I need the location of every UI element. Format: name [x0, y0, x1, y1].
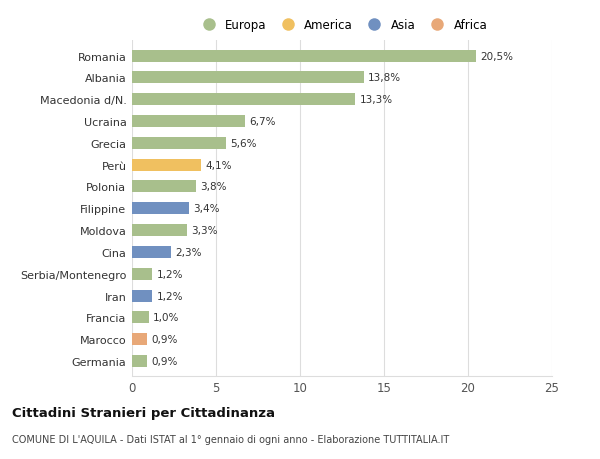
Bar — [132, 138, 226, 150]
Text: 3,8%: 3,8% — [200, 182, 227, 192]
Text: 6,7%: 6,7% — [249, 117, 275, 127]
Text: 20,5%: 20,5% — [481, 51, 514, 62]
Bar — [132, 50, 476, 62]
Text: 13,3%: 13,3% — [359, 95, 393, 105]
Text: 1,0%: 1,0% — [153, 313, 179, 323]
Text: 3,4%: 3,4% — [193, 204, 220, 214]
Bar — [132, 116, 245, 128]
Text: 13,8%: 13,8% — [368, 73, 401, 83]
Text: COMUNE DI L'AQUILA - Dati ISTAT al 1° gennaio di ogni anno - Elaborazione TUTTIT: COMUNE DI L'AQUILA - Dati ISTAT al 1° ge… — [12, 434, 449, 444]
Bar — [132, 94, 355, 106]
Bar — [132, 224, 187, 236]
Bar — [132, 73, 364, 84]
Bar — [132, 333, 147, 345]
Text: 2,3%: 2,3% — [175, 247, 202, 257]
Text: Cittadini Stranieri per Cittadinanza: Cittadini Stranieri per Cittadinanza — [12, 406, 275, 419]
Text: 1,2%: 1,2% — [157, 269, 183, 279]
Bar — [132, 246, 170, 258]
Text: 5,6%: 5,6% — [230, 139, 257, 149]
Bar — [132, 159, 201, 171]
Bar — [132, 181, 196, 193]
Text: 4,1%: 4,1% — [205, 160, 232, 170]
Bar — [132, 312, 149, 324]
Text: 0,9%: 0,9% — [151, 356, 178, 366]
Text: 3,3%: 3,3% — [191, 226, 218, 235]
Bar — [132, 355, 147, 367]
Text: 1,2%: 1,2% — [157, 291, 183, 301]
Bar — [132, 203, 189, 215]
Bar — [132, 290, 152, 302]
Text: 0,9%: 0,9% — [151, 335, 178, 344]
Bar — [132, 268, 152, 280]
Legend: Europa, America, Asia, Africa: Europa, America, Asia, Africa — [197, 19, 487, 32]
